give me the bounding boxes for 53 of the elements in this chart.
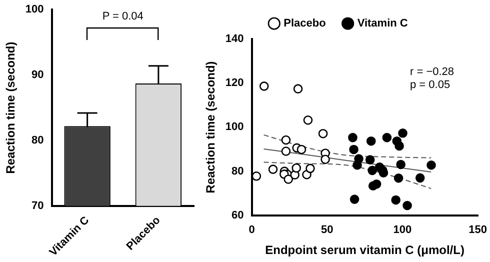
- x-tick-label: 50: [320, 224, 334, 236]
- y-axis-title: Reaction time (second): [4, 42, 18, 174]
- y-tick-label: 90: [32, 69, 44, 82]
- point: [368, 166, 377, 176]
- point: [394, 141, 404, 151]
- line-series: [263, 134, 432, 158]
- point: [415, 173, 425, 183]
- point: [402, 200, 412, 210]
- point: [252, 172, 262, 181]
- point: [394, 173, 404, 183]
- annotation: P = 0.04: [102, 10, 144, 23]
- x-axis-title: Endpoint serum vitamin C (μmol/L): [265, 243, 464, 258]
- annotation: r = −0.28: [410, 66, 454, 78]
- point: [365, 155, 375, 164]
- y-tick-label: 100: [25, 4, 44, 16]
- point: [398, 128, 408, 138]
- point: [426, 160, 436, 170]
- point: [281, 135, 291, 145]
- point: [281, 146, 291, 156]
- y-tick-label: 120: [225, 77, 244, 90]
- y-tick-label: 80: [32, 134, 44, 147]
- point: [306, 164, 315, 174]
- point: [284, 174, 294, 184]
- y-tick-label: 60: [232, 209, 244, 222]
- point: [396, 160, 406, 170]
- y-tick-label: 80: [232, 165, 244, 178]
- x-tick-label: 150: [468, 224, 488, 236]
- y-tick-label: 70: [32, 200, 44, 212]
- legend-label: Placebo: [284, 18, 326, 30]
- point: [391, 195, 400, 205]
- annotation: p = 0.05: [410, 79, 450, 92]
- point: [268, 164, 278, 174]
- point: [372, 179, 382, 189]
- point: [352, 160, 362, 170]
- point: [366, 136, 376, 146]
- point: [318, 128, 328, 138]
- point: [292, 163, 302, 173]
- point: [349, 144, 358, 154]
- point: [320, 154, 330, 164]
- line-series: [263, 162, 432, 189]
- point: [350, 194, 360, 204]
- y-tick-label: 140: [225, 33, 244, 46]
- point: [296, 144, 306, 154]
- point: [259, 82, 269, 91]
- legend-label: Vitamin C: [357, 18, 408, 30]
- x-tick-label: 0: [248, 224, 255, 236]
- point: [303, 115, 313, 125]
- point: [348, 132, 358, 142]
- y-axis-title: Reaction time (second): [204, 61, 218, 194]
- point: [382, 132, 392, 142]
- point: [293, 84, 303, 94]
- y-tick-label: 100: [225, 121, 244, 134]
- x-tick-label: 100: [393, 224, 412, 236]
